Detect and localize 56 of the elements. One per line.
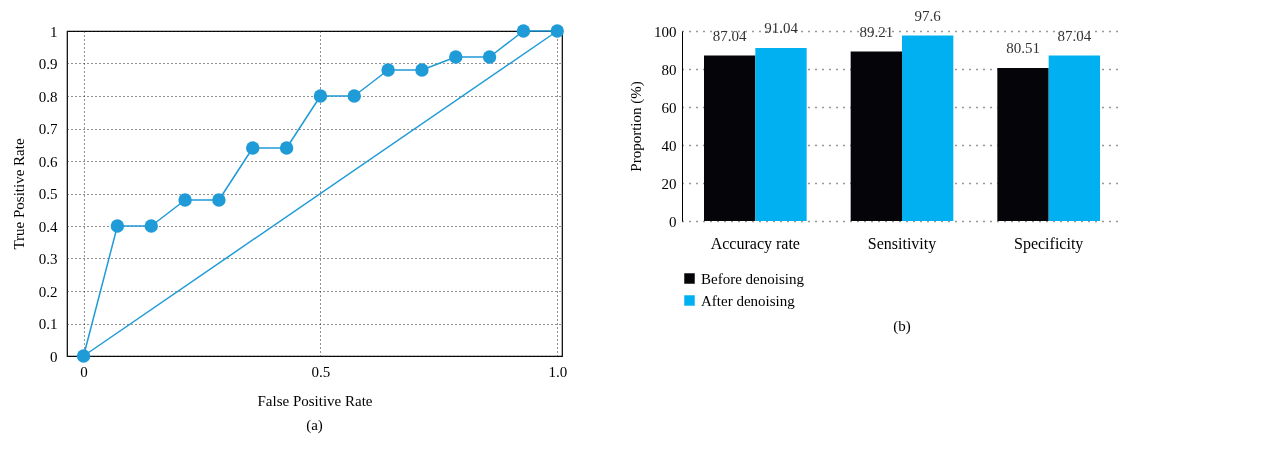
y-tick-label: 0.3 [38, 251, 58, 267]
text: (b) [893, 318, 911, 335]
data-label: 97.6 [914, 7, 942, 24]
point [482, 50, 497, 64]
y-tick-label: 40 [661, 137, 677, 154]
point [110, 219, 125, 233]
data-label: 89.21 [859, 23, 894, 40]
text: (a) [306, 417, 323, 434]
y-tick-label: 0 [669, 213, 677, 230]
data-label: 87.04 [712, 27, 748, 44]
bar [755, 48, 807, 221]
bar [850, 51, 902, 221]
y-tick-label: 100 [654, 23, 677, 40]
y-tick-label: 0.2 [38, 283, 58, 300]
bar [997, 68, 1049, 221]
legend-label: After denoising [701, 292, 796, 309]
point [516, 24, 531, 38]
bar [704, 55, 756, 221]
point [313, 89, 328, 103]
y-tick-label: 0.5 [38, 186, 58, 202]
point [246, 141, 260, 155]
y-tick-label: 0.8 [38, 88, 58, 105]
point [144, 219, 158, 233]
point [178, 193, 192, 207]
data-label: 80.51 [1006, 40, 1040, 57]
point [550, 24, 564, 38]
legend-label: Before denoising [701, 270, 805, 287]
data-label: 87.04 [1057, 27, 1092, 44]
point [212, 193, 226, 207]
point [347, 89, 361, 103]
x-tick-label: 0 [80, 363, 88, 380]
point [449, 50, 463, 64]
x-axis-title: False Positive Rate [257, 392, 373, 409]
x-tick-label: 1.0 [548, 363, 568, 380]
point [415, 63, 429, 77]
y-tick-label: 60 [661, 99, 677, 116]
x-tick-label: 0.5 [311, 363, 331, 380]
y-tick-label: 0 [50, 348, 58, 365]
y-tick-label: 0.6 [38, 153, 58, 170]
x-tick-label: Sensitivity [867, 234, 937, 253]
x-tick-label: Accuracy rate [710, 234, 800, 253]
y-tick-label: 1 [50, 23, 58, 40]
data-label: 91.04 [764, 20, 799, 37]
y-tick-label: 80 [661, 61, 677, 78]
y-axis-title: Proportion (%) [628, 81, 645, 172]
y-tick-label: 0.4 [38, 218, 58, 235]
point [381, 63, 395, 77]
y-tick-label: 20 [661, 175, 677, 192]
bar [902, 35, 954, 221]
x-tick-label: Specificity [1014, 234, 1084, 253]
y-tick-label: 0.1 [38, 316, 58, 332]
point [279, 141, 294, 155]
bar [1048, 55, 1100, 221]
y-axis-title: True Positive Rate [10, 138, 27, 250]
y-tick-label: 0.9 [38, 56, 58, 72]
y-tick-label: 0.7 [38, 121, 58, 137]
